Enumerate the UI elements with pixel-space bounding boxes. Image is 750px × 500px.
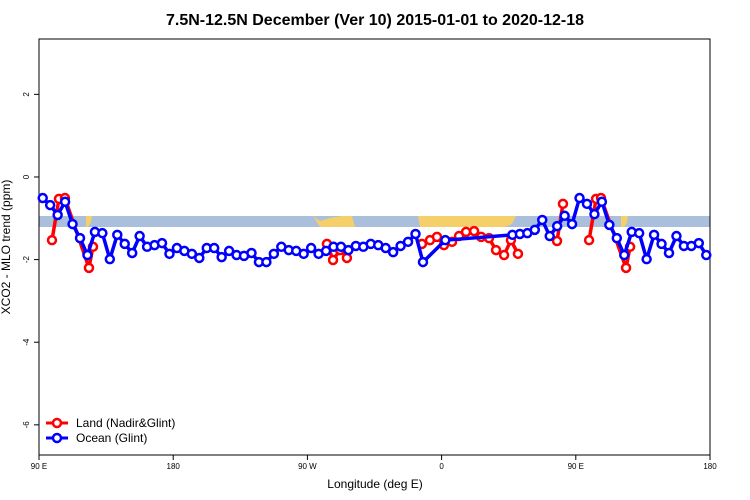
point [566,218,578,230]
point [611,232,623,244]
point [663,247,675,259]
point [327,254,339,266]
y-tick-label: -4 [22,338,31,346]
point [529,224,541,236]
land-strip [313,216,355,227]
y-tick-label: -6 [22,421,31,429]
point [604,219,615,231]
point [656,238,667,250]
point [320,245,332,257]
y-tick-label: 0 [22,174,31,179]
point [134,230,145,242]
point [581,198,593,210]
point [417,256,429,268]
map-strip [39,216,710,227]
point [648,229,660,241]
point [537,214,548,226]
point [641,253,652,265]
point [551,235,563,247]
point [268,248,280,260]
point [59,196,71,208]
x-tick-label: 180 [167,462,181,471]
point [104,253,116,265]
legend-marker [51,417,63,429]
point [82,249,93,261]
point [633,227,645,239]
point [551,220,563,232]
legend-label: Ocean (Glint) [76,431,147,445]
point [380,242,391,254]
point [693,237,705,249]
series-line [41,196,708,264]
point [74,232,86,244]
point [574,192,585,204]
point [620,262,632,274]
x-tick-label: 0 [439,462,444,471]
point [589,208,600,220]
point [431,231,443,243]
point [164,248,175,260]
point [37,192,48,204]
point [557,198,569,210]
point [194,252,205,264]
point [402,236,414,248]
point [387,246,399,258]
point [671,230,682,242]
point [97,227,108,239]
land-strip [418,216,516,227]
point [46,234,58,246]
legend-marker [51,432,63,444]
point [246,247,257,259]
point [119,238,130,250]
point [52,209,63,221]
point [490,244,502,256]
x-axis-label: Longitude (deg E) [327,477,422,491]
point [156,237,168,249]
point [468,225,480,237]
point [305,242,317,254]
point [440,234,451,246]
x-tick-label: 90 W [298,462,317,471]
point [208,242,220,254]
land-strip [621,216,628,227]
point [216,251,227,263]
point [559,210,570,222]
chart-title: 7.5N-12.5N December (Ver 10) 2015-01-01 … [166,12,584,29]
plot-frame [38,38,711,456]
point [701,249,712,261]
y-tick-label: 2 [22,92,31,97]
point [126,247,138,259]
point [223,245,235,257]
point [112,229,123,241]
y-tick-label: -2 [22,255,31,263]
x-tick-label: 90 E [31,462,47,471]
point [395,240,406,252]
point [67,218,78,230]
point [619,249,630,261]
x-tick-label: 180 [703,462,717,471]
legend-label: Land (Nadir&Glint) [76,416,175,430]
point [544,230,555,242]
point [583,234,595,246]
point [261,256,272,268]
point [298,248,309,260]
x-tick-label: 90 E [568,462,584,471]
ocean-strip [39,216,710,227]
point [410,228,421,240]
point [498,249,510,261]
point [186,248,198,260]
point [83,262,95,274]
y-axis-label: XCO2 - MLO trend (ppm) [0,180,13,315]
point [343,244,354,256]
land-strip [86,216,92,227]
point [460,226,472,238]
point [512,248,524,260]
point [44,199,56,211]
point [596,196,608,208]
